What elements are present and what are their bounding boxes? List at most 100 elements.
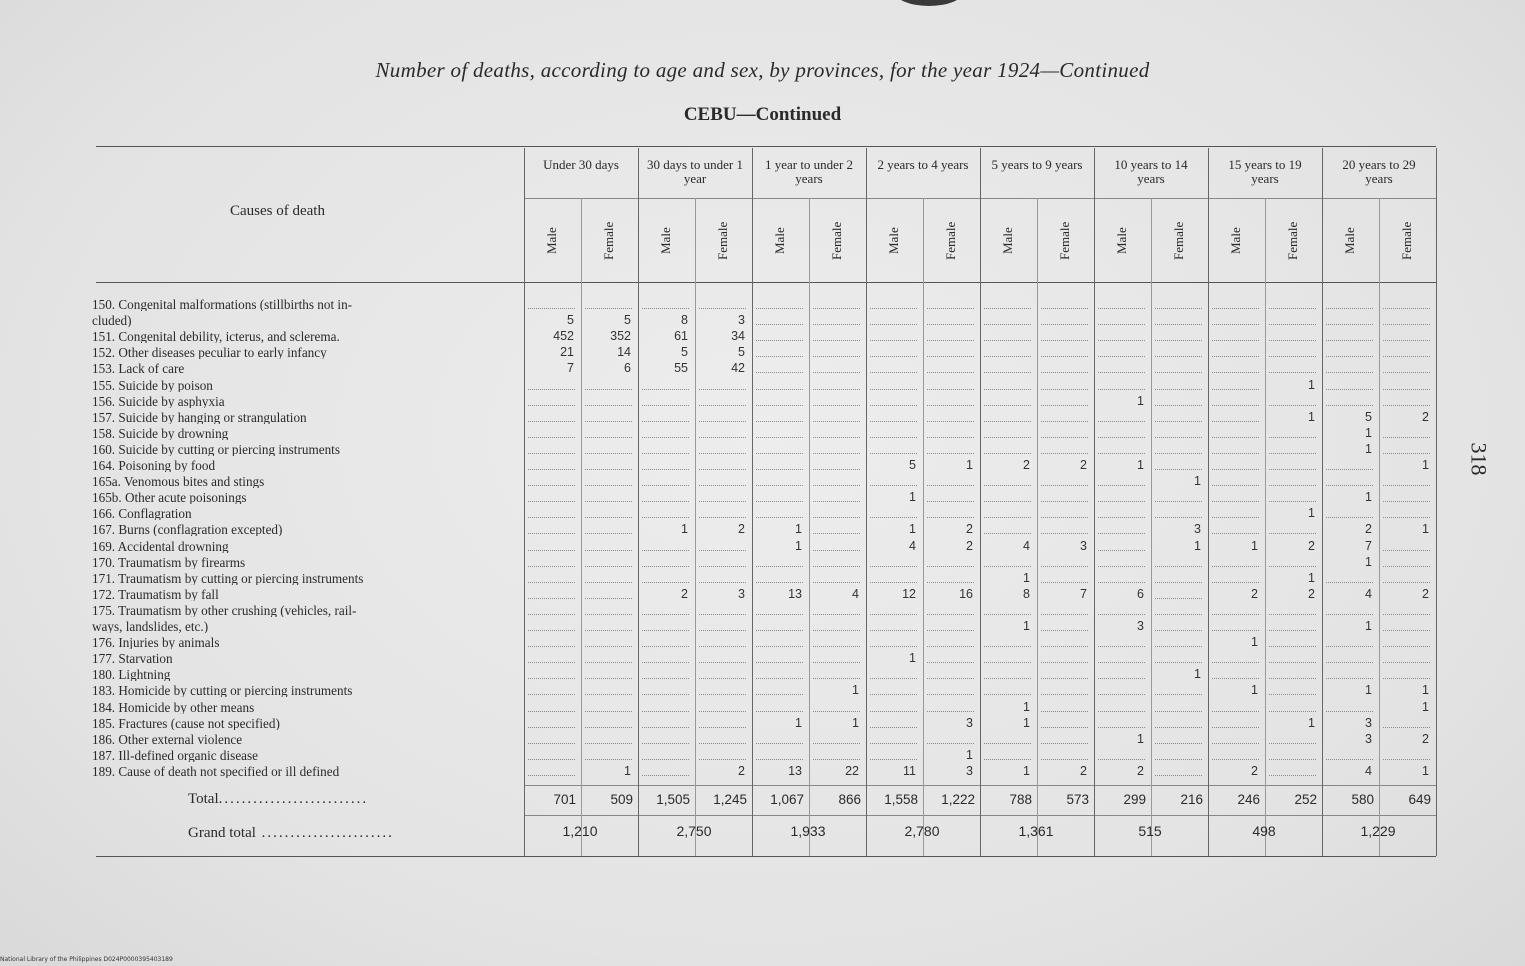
cause-row-label: 166. Conflagration bbox=[92, 507, 192, 521]
empty-cell-leader bbox=[1269, 694, 1316, 696]
empty-cell-leader bbox=[1041, 758, 1088, 761]
empty-cell-leader bbox=[1269, 630, 1316, 632]
empty-cell-leader bbox=[1098, 726, 1145, 729]
empty-cell-leader bbox=[1098, 517, 1145, 519]
data-cell: 1 bbox=[1194, 474, 1201, 489]
total-cell: 216 bbox=[1180, 792, 1203, 807]
data-cell: 2 bbox=[681, 586, 688, 601]
female-header: Female bbox=[829, 221, 844, 261]
empty-cell-leader bbox=[1155, 646, 1202, 648]
empty-cell-leader bbox=[756, 742, 803, 745]
empty-cell-leader bbox=[585, 758, 632, 761]
empty-cell-leader bbox=[1326, 308, 1373, 310]
data-cell: 1 bbox=[1251, 683, 1258, 698]
empty-cell-leader bbox=[1269, 356, 1316, 358]
empty-cell-leader bbox=[1098, 694, 1145, 696]
empty-cell-leader bbox=[699, 694, 746, 696]
empty-cell-leader bbox=[1212, 726, 1259, 729]
empty-cell-leader bbox=[1383, 565, 1430, 568]
empty-cell-leader bbox=[642, 549, 689, 552]
data-cell: 13 bbox=[788, 763, 802, 778]
cause-row-label: 156. Suicide by asphyxia bbox=[92, 394, 225, 408]
data-cell: 1 bbox=[1308, 377, 1315, 392]
data-cell: 7 bbox=[1365, 538, 1372, 553]
empty-cell-leader bbox=[1383, 388, 1430, 391]
data-cell: 2 bbox=[1308, 538, 1315, 553]
empty-cell-leader bbox=[642, 388, 689, 391]
empty-cell-leader bbox=[927, 388, 974, 391]
empty-cell-leader bbox=[699, 485, 746, 487]
empty-cell-leader bbox=[528, 501, 575, 503]
empty-cell-leader bbox=[1212, 308, 1259, 310]
empty-cell-leader bbox=[1269, 678, 1316, 680]
empty-cell-leader bbox=[699, 420, 746, 423]
total-cell: 1,505 bbox=[656, 792, 690, 807]
empty-cell-leader bbox=[1212, 372, 1259, 374]
empty-cell-leader bbox=[585, 694, 632, 696]
data-cell: 2 bbox=[1422, 586, 1429, 601]
empty-cell-leader bbox=[984, 356, 1031, 358]
empty-cell-leader bbox=[1212, 662, 1259, 664]
column-rule bbox=[752, 148, 753, 856]
cause-row-label: 186. Other external violence bbox=[92, 732, 243, 746]
empty-cell-leader bbox=[870, 646, 917, 648]
empty-cell-leader bbox=[870, 356, 917, 358]
empty-cell-leader bbox=[642, 404, 689, 407]
empty-cell-leader bbox=[813, 388, 860, 391]
cause-row-label: 185. Fractures (cause not specified) bbox=[92, 716, 280, 730]
rule-header-bottom bbox=[96, 282, 1436, 283]
empty-cell-leader bbox=[1041, 710, 1088, 713]
grand-total-cell: 515 bbox=[1138, 823, 1162, 839]
column-rule bbox=[1208, 148, 1209, 856]
causes-header: Causes of death bbox=[230, 203, 325, 219]
age-group-header: Under 30 days bbox=[543, 157, 619, 172]
empty-cell-leader bbox=[813, 533, 860, 535]
empty-cell-leader bbox=[699, 549, 746, 552]
data-cell: 6 bbox=[624, 361, 631, 376]
empty-cell-leader bbox=[1326, 485, 1373, 487]
empty-cell-leader bbox=[1383, 340, 1430, 342]
empty-cell-leader bbox=[870, 710, 917, 713]
empty-cell-leader bbox=[699, 404, 746, 407]
empty-cell-leader bbox=[642, 630, 689, 632]
age-group-header: 20 years to 29 years bbox=[1342, 157, 1416, 186]
male-header: Male bbox=[658, 227, 673, 255]
empty-cell-leader bbox=[756, 372, 803, 374]
empty-cell-leader bbox=[870, 678, 917, 680]
empty-cell-leader bbox=[1326, 469, 1373, 471]
empty-cell-leader bbox=[870, 581, 917, 584]
empty-cell-leader bbox=[1212, 581, 1259, 584]
data-cell: 1 bbox=[1365, 441, 1372, 456]
data-cell: 5 bbox=[567, 313, 574, 328]
empty-cell-leader bbox=[528, 662, 575, 664]
empty-cell-leader bbox=[870, 340, 917, 342]
data-cell: 5 bbox=[1365, 409, 1372, 424]
empty-cell-leader bbox=[1041, 501, 1088, 503]
cause-row-label: 160. Suicide by cutting or piercing inst… bbox=[92, 442, 340, 456]
data-cell: 1 bbox=[1422, 763, 1429, 778]
empty-cell-leader bbox=[1383, 501, 1430, 503]
female-header: Female bbox=[1285, 221, 1300, 261]
empty-cell-leader bbox=[813, 581, 860, 584]
data-cell: 3 bbox=[966, 715, 973, 730]
male-header: Male bbox=[1000, 227, 1015, 255]
total-cell: 866 bbox=[838, 792, 861, 807]
empty-cell-leader bbox=[870, 372, 917, 374]
empty-cell-leader bbox=[1383, 662, 1430, 664]
empty-cell-leader bbox=[642, 613, 689, 616]
data-cell: 1 bbox=[795, 522, 802, 537]
column-rule bbox=[1379, 198, 1380, 856]
empty-cell-leader bbox=[927, 662, 974, 664]
data-cell: 1 bbox=[1137, 458, 1144, 472]
data-cell: 1 bbox=[1023, 763, 1030, 778]
empty-cell-leader bbox=[927, 678, 974, 680]
empty-cell-leader bbox=[813, 404, 860, 407]
empty-cell-leader bbox=[1269, 372, 1316, 374]
data-cell: 1 bbox=[1023, 699, 1030, 714]
empty-cell-leader bbox=[1326, 678, 1373, 680]
empty-cell-leader bbox=[1383, 308, 1430, 310]
empty-cell-leader bbox=[1041, 533, 1088, 535]
empty-cell-leader bbox=[984, 485, 1031, 487]
data-cell: 1 bbox=[681, 522, 688, 537]
empty-cell-leader bbox=[756, 420, 803, 423]
